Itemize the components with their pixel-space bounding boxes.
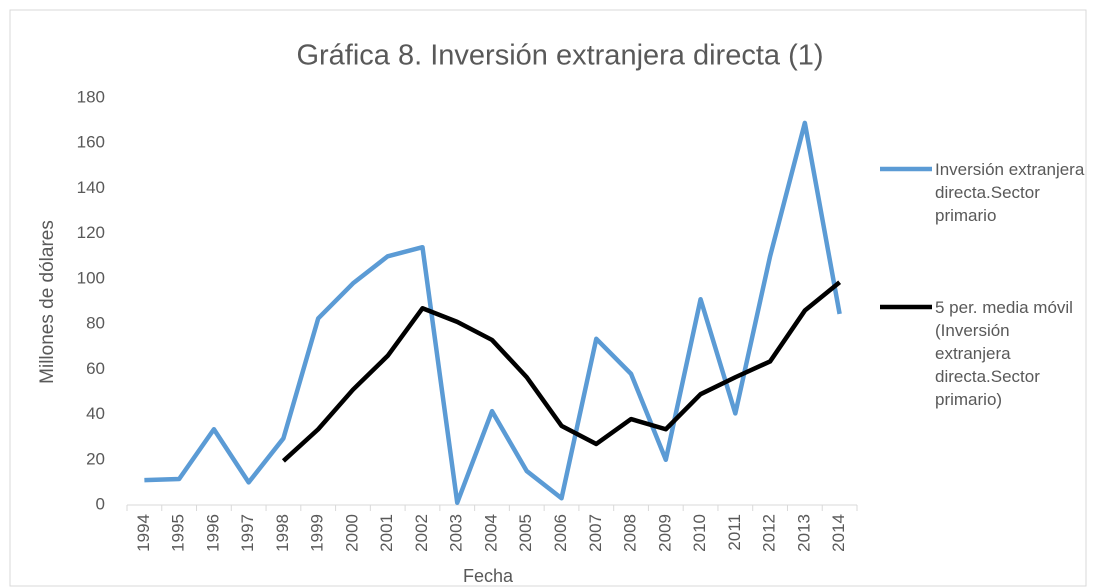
x-tick-label: 2013	[794, 514, 813, 552]
legend-label: 5 per. media móvil (Inversión extranjera…	[935, 298, 1073, 409]
x-tick-label: 2006	[551, 514, 570, 552]
x-tick-label: 1995	[169, 514, 188, 552]
y-tick-label: 100	[77, 268, 105, 287]
x-tick-label: 2005	[516, 514, 535, 552]
x-tick-label: 2012	[760, 514, 779, 552]
x-tick-label: 2009	[655, 514, 674, 552]
x-tick-label: 2004	[481, 514, 500, 552]
x-tick-label: 1999	[308, 514, 327, 552]
x-tick-label: 2002	[412, 514, 431, 552]
chart-title: Gráfica 8. Inversión extranjera directa …	[296, 40, 823, 72]
x-tick-label: 2008	[621, 514, 640, 552]
y-tick-label: 0	[96, 494, 105, 513]
chart-border	[9, 9, 1087, 587]
x-tick-label: 2014	[829, 514, 848, 552]
y-tick-label: 40	[86, 404, 105, 423]
x-tick-label: 2011	[725, 514, 744, 551]
x-tick-label: 2001	[377, 514, 396, 552]
x-tick-label: 2000	[342, 514, 361, 552]
x-tick-label: 2010	[690, 514, 709, 552]
x-axis-title: Fecha	[463, 566, 514, 586]
y-tick-label: 60	[86, 359, 105, 378]
x-tick-label: 1998	[273, 514, 292, 552]
series-line	[144, 120, 842, 505]
x-tick-label: 1997	[238, 514, 257, 552]
y-tick-label: 120	[77, 223, 105, 242]
y-tick-label: 80	[86, 314, 105, 333]
x-tick-label: 1994	[134, 514, 153, 552]
y-tick-label: 20	[86, 449, 105, 468]
x-tick-label: 2003	[447, 514, 466, 552]
legend-label: Inversión extranjera directa.Sector prim…	[935, 160, 1085, 225]
y-tick-label: 160	[77, 133, 105, 152]
y-tick-label: 180	[77, 87, 105, 106]
x-tick-label: 2007	[586, 514, 605, 552]
series-line	[281, 280, 842, 463]
x-tick-label: 1996	[203, 514, 222, 552]
y-axis-title: Millones de dólares	[37, 220, 58, 384]
y-tick-label: 140	[77, 178, 105, 197]
